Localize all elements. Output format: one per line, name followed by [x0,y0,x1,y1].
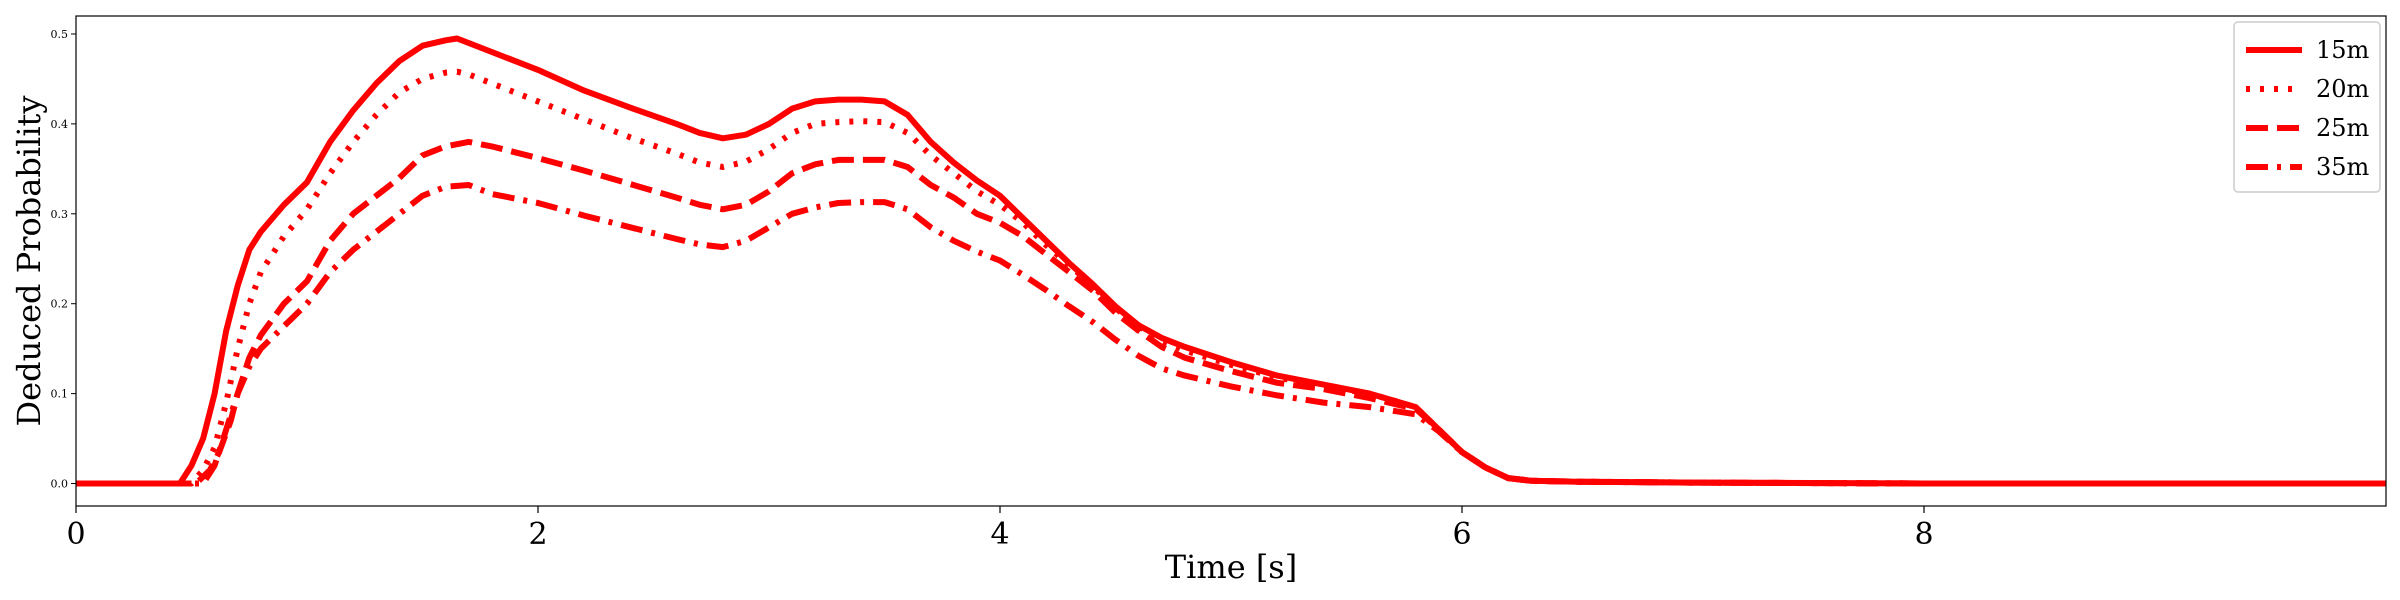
y-tick-label: 0.2 [51,298,69,311]
legend: 15m 20m 25m 35m [2233,21,2381,193]
series-line-25m [76,138,2386,487]
x-axis-label: Time [s] [1165,548,1297,586]
legend-label-25m: 25m [2316,114,2370,142]
y-tick-label: 0.0 [51,478,69,491]
y-tick-label: 0.5 [51,28,69,41]
series-line-35m [76,182,2386,487]
legend-label-15m: 15m [2316,36,2370,64]
y-tick-label: 0.4 [51,118,69,131]
x-tick-label: 4 [990,517,1009,552]
legend-label-35m: 35m [2316,153,2370,181]
y-axis-label: Deduced Probability [10,96,48,427]
x-tick-label: 8 [1914,517,1933,552]
x-tick-label: 2 [528,517,547,552]
plot-frame [75,15,2387,507]
legend-box [2233,21,2381,193]
x-tick-label: 0 [66,517,85,552]
series-line-20m [76,68,2386,487]
legend-label-20m: 20m [2316,75,2370,103]
x-axis: 0 2 4 6 8 [66,506,1934,552]
x-tick-label: 6 [1452,517,1471,552]
plot-area [76,16,2386,506]
y-tick-label: 0.3 [51,208,69,221]
series-group [76,35,2386,487]
y-axis: 0.0 0.1 0.2 0.3 0.4 0.5 [51,28,76,491]
y-tick-label: 0.1 [51,388,69,401]
